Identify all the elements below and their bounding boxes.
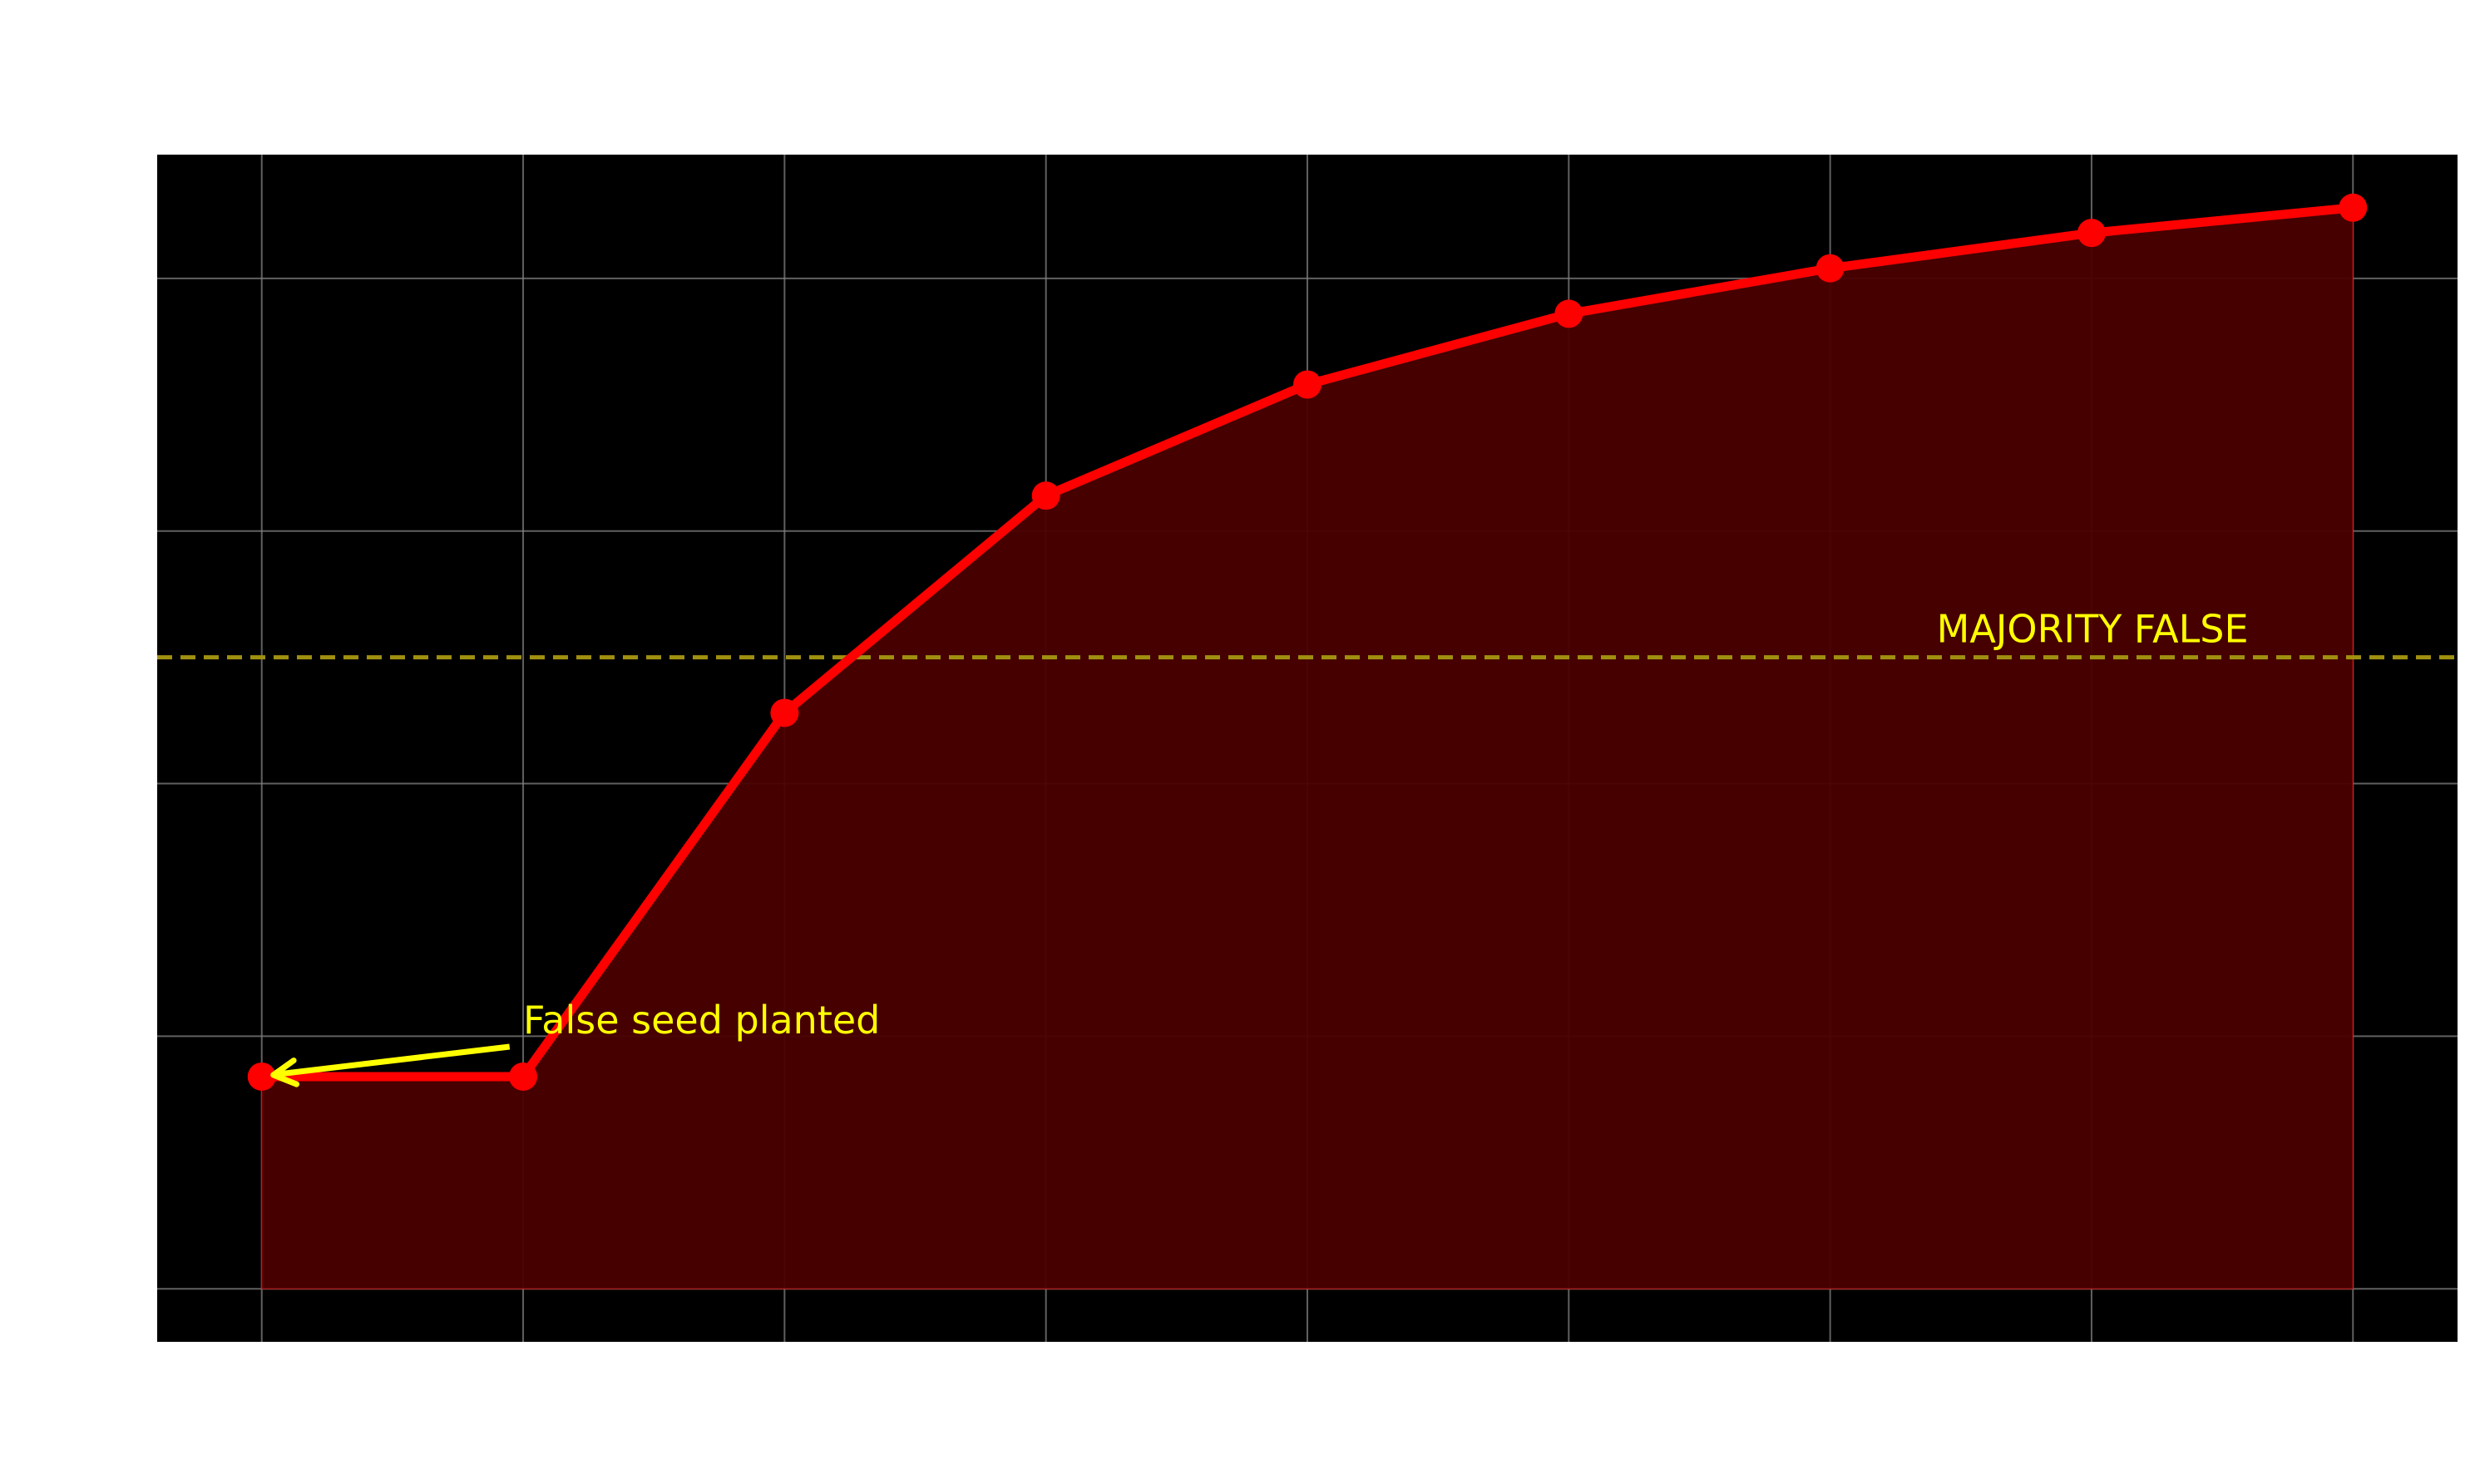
data-point <box>1031 481 1060 510</box>
annotation-arrow <box>278 1043 511 1077</box>
annotation-label: False seed planted <box>523 998 880 1043</box>
annotation: False seed planted <box>270 998 880 1087</box>
data-point <box>509 1062 538 1091</box>
data-point <box>1815 254 1845 283</box>
data-point <box>770 698 799 727</box>
annotation-arrowhead <box>270 1058 300 1087</box>
series-points <box>247 193 2368 1091</box>
data-point <box>1293 370 1321 399</box>
data-point <box>247 1062 276 1091</box>
data-point <box>2077 219 2106 248</box>
data-point <box>1554 299 1583 328</box>
data-point <box>2339 193 2368 222</box>
majority-reference-label: MAJORITY FALSE <box>1937 607 2249 652</box>
